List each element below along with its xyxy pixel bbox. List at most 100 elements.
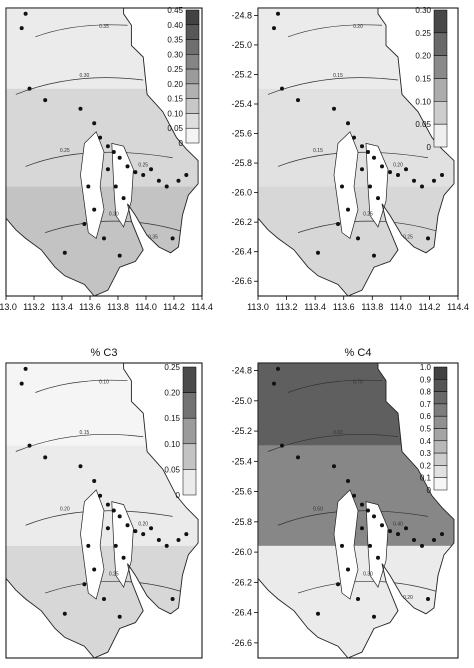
sample-point: [176, 538, 181, 542]
sample-point: [43, 455, 48, 460]
y-tick-label: -25.4: [231, 456, 252, 466]
x-tick-label: 113.8: [107, 302, 129, 312]
sample-point: [432, 178, 436, 183]
sample-point: [78, 464, 83, 469]
sample-point: [388, 529, 392, 534]
colorbar-tick-label: 0.4: [420, 437, 432, 446]
colorbar-segment: [185, 113, 200, 129]
colorbar-segment: [185, 24, 200, 40]
colorbar-tick-label: 0.1: [420, 474, 432, 483]
sample-point: [133, 170, 138, 175]
sample-point: [98, 135, 103, 140]
y-tick-label: -26.2: [231, 217, 252, 227]
colorbar-tick-label: 0.15: [164, 414, 180, 423]
sample-point: [149, 526, 154, 531]
sample-point: [380, 164, 384, 169]
coastline: [6, 363, 199, 658]
sample-point: [86, 543, 91, 548]
sample-point: [102, 236, 106, 241]
sample-point: [376, 555, 380, 560]
colorbar-tick-label: 0.8: [420, 388, 432, 397]
sample-point: [156, 538, 161, 542]
colorbar-segment: [433, 123, 448, 148]
sample-point: [184, 532, 189, 537]
y-tick-label: -25.6: [231, 129, 252, 139]
sample-point: [184, 173, 189, 178]
y-tick-label: -26.0: [231, 188, 252, 198]
sample-point: [92, 207, 97, 212]
colorbar-tick-label: 0.25: [167, 65, 183, 74]
sample-point: [27, 86, 32, 91]
sample-point: [420, 184, 424, 189]
sample-point: [62, 611, 67, 616]
contour-line: [45, 220, 187, 233]
sample-point: [98, 493, 103, 498]
contour-label: 0.30: [109, 211, 119, 217]
sample-point: [272, 381, 276, 386]
colorbar-tick-label: 0.10: [415, 97, 431, 106]
sample-point: [86, 184, 91, 189]
sample-point: [125, 523, 130, 528]
x-tick-label: 114.2: [163, 302, 185, 312]
colorbar-tick-label: 0.35: [167, 36, 183, 45]
colorbar-tick-label: 0.25: [164, 363, 180, 372]
colorbar: 0.45 0.40 0.35 0.30 0.25 0.20 0.15 0.10 0.05 0: [167, 6, 200, 148]
x-tick-label: 113.4: [304, 302, 326, 312]
contour-label: 0.35: [148, 234, 158, 240]
bay-water-west: [80, 489, 105, 600]
sample-point: [404, 526, 408, 531]
x-tick-label: 114.4: [447, 302, 469, 312]
sample-point: [356, 597, 360, 601]
x-tick-label: 113.6: [333, 302, 355, 312]
contour-line: [45, 581, 187, 594]
sample-point: [43, 98, 48, 103]
colorbar-segment: [182, 392, 197, 419]
colorbar-segment: [185, 127, 200, 144]
sample-point: [316, 250, 320, 255]
sample-point: [412, 538, 416, 542]
contour-label: 0.20: [60, 507, 70, 513]
sample-point: [164, 543, 169, 548]
sample-point: [62, 250, 67, 255]
y-tick-label: -24.8: [231, 366, 252, 376]
colorbar-segment: [433, 9, 448, 34]
sample-point: [404, 167, 408, 172]
panel-title-c3: % C3: [91, 347, 118, 359]
sample-point: [117, 155, 122, 160]
sample-point: [105, 144, 110, 149]
colorbar-tick-label: 0.15: [415, 75, 431, 84]
colorbar-tick-label: 0.30: [167, 50, 183, 59]
sample-point: [368, 543, 372, 548]
colorbar-tick-label: 0: [179, 139, 184, 148]
sample-point: [111, 150, 116, 154]
sample-point: [340, 543, 344, 548]
contour-label: 0.70: [353, 380, 363, 386]
sample-point: [426, 236, 430, 241]
colorbar-tick-label: 0.3: [420, 449, 432, 458]
colorbar-tick-label: 0.10: [167, 109, 183, 118]
colorbar-segment: [185, 54, 200, 70]
sample-point: [272, 26, 276, 31]
axes-layer: 113.0 113.2 113.4 113.6 113.8 114.0 114.2 114.4…: [0, 10, 469, 647]
sample-point: [366, 150, 370, 154]
x-tick-label: 114.4: [191, 302, 213, 312]
contour-label: 0.15: [333, 73, 343, 79]
colorbar-segment: [433, 465, 448, 478]
y-tick-label: -26.6: [231, 276, 252, 286]
contour-label: 0.40: [393, 521, 403, 527]
colorbar: 0.30 0.25 0.20 0.15 0.10 0.05 0: [415, 6, 448, 152]
sample-point: [117, 614, 122, 619]
sample-point: [105, 167, 110, 172]
y-tick-label: -25.2: [231, 426, 252, 436]
sample-point: [412, 178, 416, 183]
sample-point: [360, 144, 364, 149]
sample-point: [156, 178, 161, 183]
sample-point: [19, 26, 24, 31]
sample-point: [360, 526, 364, 531]
colorbar-segment: [433, 55, 448, 79]
x-tick-label: 114.0: [390, 302, 412, 312]
sample-point: [356, 236, 360, 241]
sample-point: [368, 184, 372, 189]
sample-point: [141, 173, 146, 178]
y-tick-label: -24.8: [231, 10, 252, 20]
